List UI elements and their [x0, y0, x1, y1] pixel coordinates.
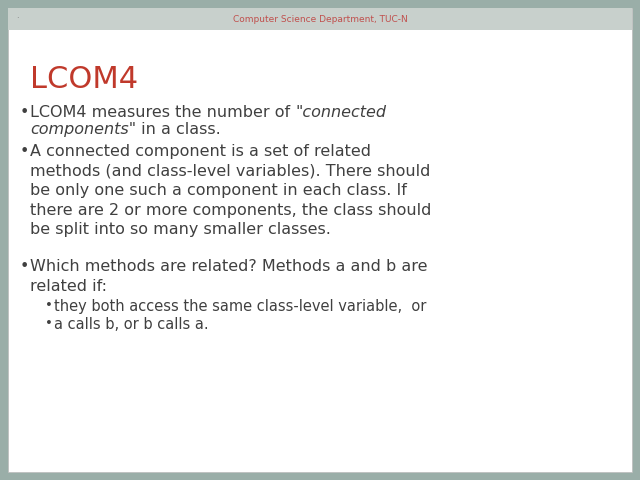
Text: they both access the same class-level variable,  or: they both access the same class-level va… — [54, 299, 426, 314]
Text: •: • — [45, 317, 53, 330]
Text: ·: · — [16, 14, 19, 24]
Bar — [8, 8, 632, 30]
Text: components": components" — [30, 122, 136, 137]
Text: LCOM4: LCOM4 — [30, 65, 138, 94]
Text: •: • — [45, 299, 53, 312]
Text: Which methods are related? Methods a and b are
related if:: Which methods are related? Methods a and… — [30, 259, 428, 294]
Text: •: • — [20, 105, 29, 120]
Text: "connected: "connected — [295, 105, 387, 120]
Text: in a class.: in a class. — [136, 122, 221, 137]
Text: a calls b, or b calls a.: a calls b, or b calls a. — [54, 317, 209, 332]
Text: A connected component is a set of related
methods (and class-level variables). T: A connected component is a set of relate… — [30, 144, 431, 237]
Text: •: • — [20, 144, 29, 159]
Text: LCOM4 measures the number of: LCOM4 measures the number of — [30, 105, 295, 120]
Text: •: • — [20, 259, 29, 274]
Text: Computer Science Department, TUC-N: Computer Science Department, TUC-N — [232, 14, 408, 24]
